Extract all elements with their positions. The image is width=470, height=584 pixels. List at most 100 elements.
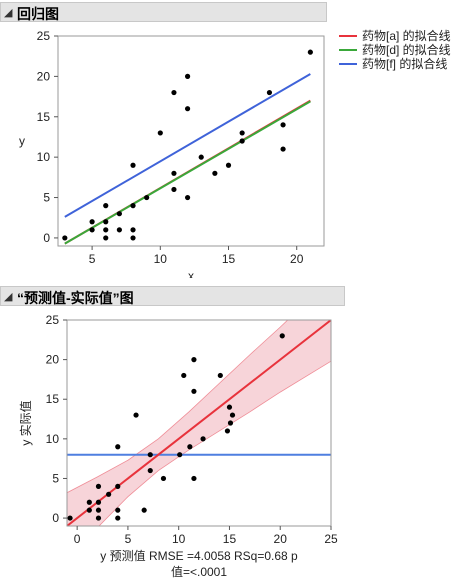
plot-frame	[66, 319, 332, 527]
y-tick-label: 25	[46, 313, 60, 327]
fit-line	[64, 100, 311, 245]
legend-label: 药物[f] 的拟合线	[362, 56, 447, 71]
data-point	[115, 444, 121, 450]
data-point	[115, 483, 121, 489]
data-point	[171, 89, 177, 96]
data-point	[103, 227, 109, 233]
data-point	[200, 436, 206, 442]
y-axis-title: y	[19, 134, 25, 148]
pred-actual-panel-header[interactable]: ◢ “预测值-实际值”图	[0, 286, 345, 306]
data-point	[116, 227, 122, 233]
regression-panel-title: 回归图	[17, 6, 59, 22]
fit-line	[67, 320, 331, 526]
regression-panel-header[interactable]: ◢ 回归图	[0, 2, 327, 22]
fit-line	[64, 73, 311, 218]
y-tick-label: 5	[52, 471, 59, 485]
plot-frame	[57, 35, 325, 247]
data-point	[239, 138, 245, 144]
legend-label: 药物[a] 的拟合线	[362, 28, 451, 43]
data-point	[130, 203, 136, 209]
data-point	[184, 106, 191, 112]
data-point	[266, 89, 273, 96]
x-tick-label: 20	[274, 532, 288, 546]
data-point	[130, 235, 136, 241]
x-tick-label: 0	[74, 532, 81, 546]
plot-area	[67, 320, 331, 526]
data-point	[307, 49, 313, 55]
data-point	[130, 162, 136, 168]
data-point	[103, 203, 109, 209]
y-tick-label: 15	[46, 392, 60, 406]
data-point	[157, 130, 163, 136]
y-tick-label: 0	[43, 231, 50, 245]
data-point	[280, 146, 286, 152]
legend-label: 药物[d] 的拟合线	[362, 42, 451, 57]
data-point	[160, 475, 167, 482]
data-point	[181, 372, 187, 379]
data-point	[103, 219, 109, 225]
data-point	[217, 372, 223, 379]
y-tick-label: 20	[46, 353, 60, 367]
x-axis-title: x	[188, 269, 194, 278]
x-axis-title: y 预测值 RMSE =4.0058 RSq=0.68 p 值=<.0001	[100, 548, 298, 579]
data-point	[191, 475, 197, 482]
data-point	[171, 186, 177, 193]
data-point	[95, 515, 102, 521]
x-tick-label: 15	[223, 532, 237, 546]
data-point	[89, 219, 95, 225]
data-point	[106, 491, 112, 497]
x-tick-label: 10	[154, 252, 168, 266]
pred-actual-panel-title: “预测值-实际值”图	[17, 290, 134, 306]
data-point	[95, 483, 102, 489]
data-point	[115, 515, 121, 521]
data-point	[184, 73, 191, 79]
data-point	[198, 154, 204, 160]
pred-actual-chart: 0 5 10 15 20 25 0 5 10 15 20 25 y 预测值 RMSE =4.0058 R…	[18, 313, 338, 579]
data-point	[67, 515, 73, 521]
data-point	[62, 235, 68, 241]
y-tick-label: 5	[43, 191, 50, 205]
data-point	[187, 444, 193, 450]
x-tick-label: 20	[290, 252, 304, 266]
data-point	[280, 122, 286, 128]
data-point	[86, 499, 92, 505]
data-point	[95, 507, 102, 513]
data-point	[224, 428, 231, 434]
data-point	[116, 211, 122, 217]
data-point	[130, 227, 136, 233]
data-point	[95, 499, 102, 505]
data-point	[144, 194, 150, 201]
data-point	[226, 404, 233, 410]
x-tick-label: 15	[222, 252, 236, 266]
x-tick-label: 5	[89, 252, 96, 266]
data-point	[177, 452, 183, 458]
disclosure-triangle-icon[interactable]: ◢	[4, 291, 13, 303]
data-point	[239, 130, 245, 136]
x-tick-label: 10	[172, 532, 186, 546]
data-point	[147, 467, 153, 474]
disclosure-triangle-icon[interactable]: ◢	[4, 7, 13, 19]
y-tick-label: 10	[37, 150, 51, 164]
data-point	[184, 194, 191, 201]
y-tick-label: 20	[37, 69, 51, 83]
data-point	[103, 235, 109, 241]
data-point	[133, 412, 139, 418]
data-point	[212, 170, 218, 176]
data-point	[171, 170, 177, 176]
y-axis-title: y 实际值	[18, 400, 33, 445]
data-point	[279, 333, 285, 339]
data-point	[86, 507, 92, 513]
x-tick-label: 25	[324, 532, 338, 546]
data-point	[115, 507, 121, 513]
data-point	[225, 162, 232, 168]
data-point	[89, 227, 95, 233]
y-tick-label: 25	[37, 29, 51, 43]
y-tick-label: 10	[46, 432, 60, 446]
data-point	[141, 507, 147, 513]
data-point	[229, 412, 236, 418]
data-point	[227, 420, 234, 426]
data-point	[191, 357, 197, 363]
y-tick-label: 0	[52, 511, 59, 525]
data-point	[147, 452, 153, 458]
